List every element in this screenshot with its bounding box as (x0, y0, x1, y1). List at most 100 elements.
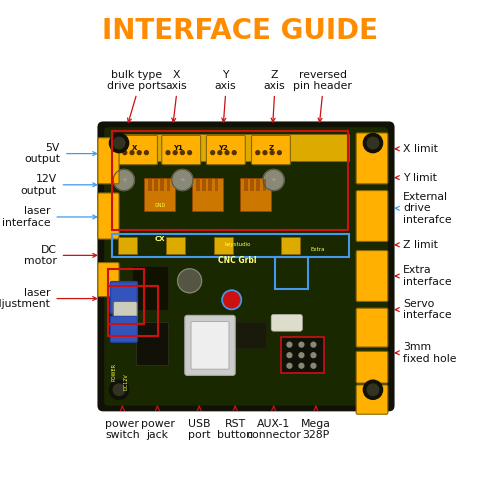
FancyBboxPatch shape (119, 135, 157, 165)
Text: DC
motor: DC motor (24, 244, 57, 266)
Bar (112, 234, 349, 257)
Circle shape (130, 151, 134, 155)
Text: Y limit: Y limit (403, 173, 437, 182)
Circle shape (299, 342, 304, 347)
Text: Extra
interface: Extra interface (403, 265, 452, 287)
Bar (250, 179, 254, 191)
Circle shape (311, 353, 316, 358)
FancyBboxPatch shape (356, 191, 388, 241)
Bar (208, 179, 212, 191)
Text: POWER: POWER (111, 363, 116, 381)
Text: RST
button: RST button (217, 419, 253, 440)
Bar (112, 131, 348, 230)
Bar (166, 237, 185, 254)
Circle shape (109, 380, 129, 399)
Circle shape (109, 133, 129, 153)
Bar (108, 269, 144, 324)
Text: keystudio: keystudio (224, 241, 251, 247)
FancyBboxPatch shape (162, 135, 201, 165)
Bar (154, 179, 158, 191)
Text: 5V
output: 5V output (24, 143, 60, 164)
Text: laser
interface: laser interface (2, 206, 50, 228)
Circle shape (263, 169, 284, 191)
Circle shape (113, 169, 134, 191)
Circle shape (299, 363, 304, 368)
Bar (263, 179, 266, 191)
Text: GND: GND (155, 203, 166, 208)
Text: Y
axis: Y axis (215, 70, 237, 91)
FancyBboxPatch shape (110, 316, 137, 342)
Bar (132, 266, 168, 310)
Circle shape (277, 151, 281, 155)
FancyBboxPatch shape (356, 385, 388, 414)
Bar (240, 178, 271, 211)
Text: +: + (180, 177, 185, 183)
Circle shape (113, 384, 125, 396)
Circle shape (363, 133, 383, 153)
Bar (202, 179, 206, 191)
Text: CX: CX (155, 236, 166, 241)
FancyBboxPatch shape (356, 133, 388, 184)
Circle shape (270, 151, 274, 155)
Bar (192, 178, 223, 211)
Circle shape (367, 137, 379, 149)
Circle shape (218, 151, 222, 155)
Circle shape (287, 363, 292, 368)
Circle shape (211, 151, 215, 155)
Text: X limit: X limit (403, 144, 438, 154)
Text: Y2: Y2 (218, 145, 228, 151)
FancyBboxPatch shape (98, 263, 119, 297)
Text: Z
axis: Z axis (264, 70, 286, 91)
FancyBboxPatch shape (252, 135, 290, 165)
Circle shape (166, 151, 170, 155)
Circle shape (367, 384, 379, 396)
Bar (215, 179, 218, 191)
Circle shape (287, 353, 292, 358)
Circle shape (178, 269, 202, 293)
Circle shape (311, 363, 316, 368)
Text: Z limit: Z limit (403, 240, 438, 250)
Bar (281, 337, 324, 373)
Circle shape (263, 151, 267, 155)
Circle shape (225, 151, 229, 155)
Text: CNC Grbl: CNC Grbl (218, 256, 257, 265)
Circle shape (113, 137, 125, 149)
Bar (108, 286, 158, 336)
Bar (167, 179, 170, 191)
Bar (214, 237, 233, 254)
Text: 12V
output: 12V output (21, 174, 57, 196)
Text: Mega
328P: Mega 328P (301, 419, 331, 440)
Circle shape (256, 151, 260, 155)
FancyBboxPatch shape (104, 127, 388, 406)
Bar (244, 179, 248, 191)
Circle shape (299, 353, 304, 358)
Text: power
switch: power switch (105, 419, 140, 440)
Circle shape (222, 290, 241, 310)
Text: Servo
interface: Servo interface (403, 299, 452, 321)
FancyBboxPatch shape (191, 322, 229, 369)
FancyBboxPatch shape (356, 351, 388, 383)
Bar (275, 257, 308, 288)
Circle shape (137, 151, 141, 155)
Text: 3mm
fixed hole: 3mm fixed hole (403, 342, 456, 364)
Text: laser
adjustment: laser adjustment (0, 288, 50, 310)
FancyBboxPatch shape (271, 314, 302, 331)
Text: External
drive
interafce: External drive interafce (403, 192, 452, 225)
Bar (256, 179, 260, 191)
FancyBboxPatch shape (206, 135, 245, 165)
FancyBboxPatch shape (110, 282, 137, 313)
Bar (118, 237, 137, 254)
Text: X
axis: X axis (166, 70, 188, 91)
FancyBboxPatch shape (356, 308, 388, 347)
Text: INTERFACE GUIDE: INTERFACE GUIDE (102, 17, 378, 45)
Text: USB
port: USB port (188, 419, 210, 440)
Circle shape (144, 151, 148, 155)
Bar (281, 237, 300, 254)
Bar (148, 179, 152, 191)
FancyBboxPatch shape (356, 251, 388, 301)
FancyBboxPatch shape (98, 193, 119, 239)
Bar (144, 178, 175, 211)
Circle shape (172, 169, 193, 191)
Text: DC12V: DC12V (124, 373, 129, 390)
Circle shape (188, 151, 192, 155)
